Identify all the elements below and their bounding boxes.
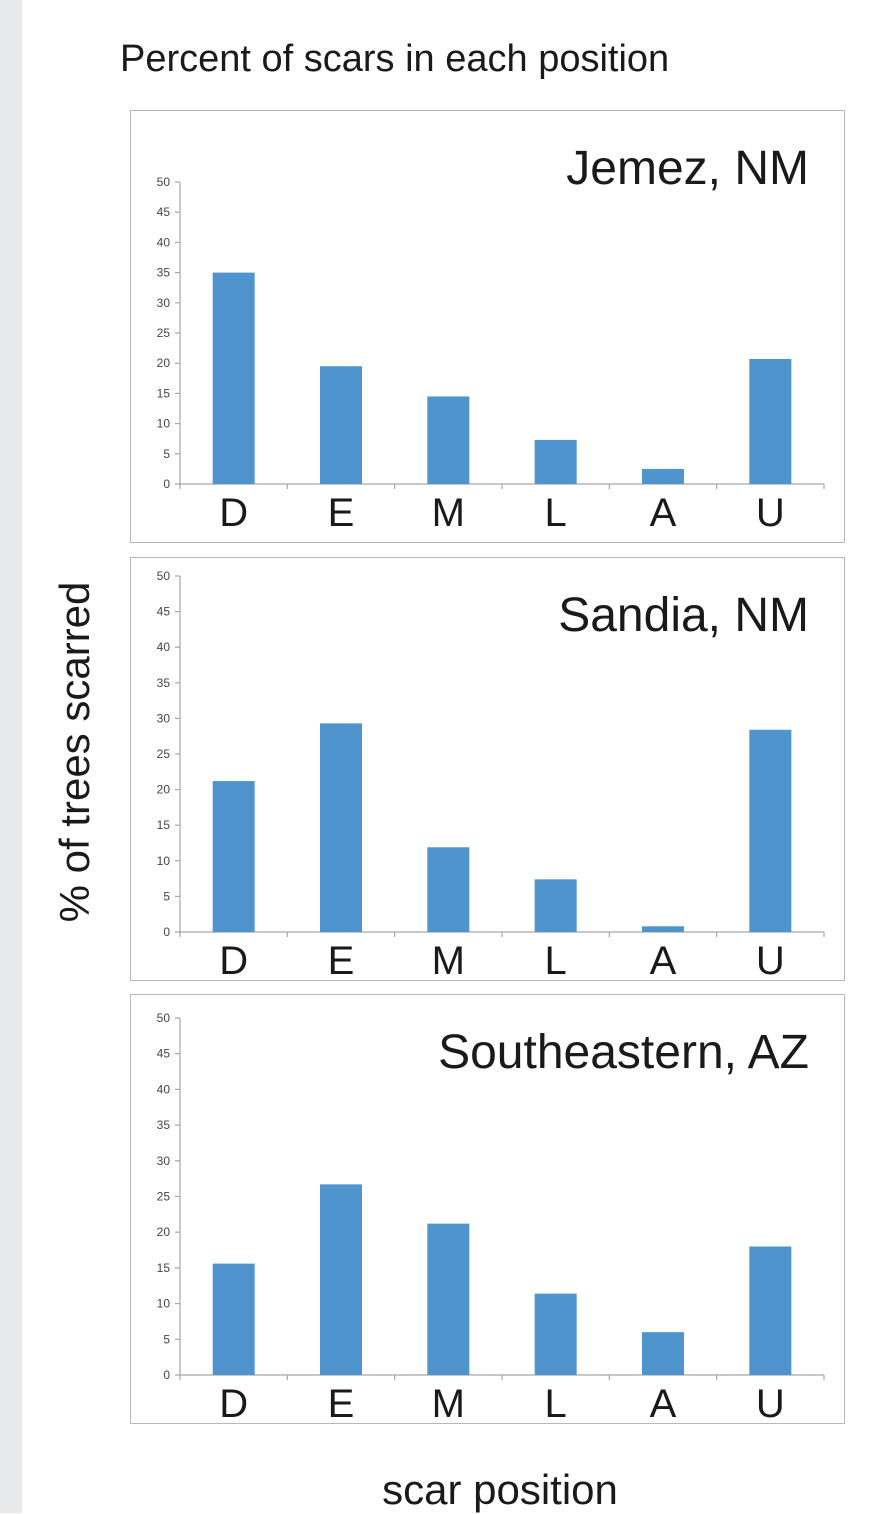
- bar-jemez-a: [642, 468, 684, 484]
- y-tick-label: 30: [157, 711, 171, 725]
- panel-title-jemez: Jemez, NM: [566, 142, 809, 195]
- bar-jemez-d: [212, 272, 255, 484]
- x-category-label: A: [650, 939, 677, 983]
- chart-panel-jemez: 0 5 10 15 20 25 30 35 40 45 50 D E M L A U Jemez, NM: [130, 110, 845, 543]
- y-tick-label: 40: [157, 640, 171, 654]
- y-tick-label: 40: [157, 235, 171, 249]
- x-category-label: U: [756, 1382, 785, 1426]
- left-margin-strip: [0, 0, 22, 1513]
- bar-sandia-d: [212, 781, 255, 932]
- x-category-label: M: [432, 1382, 465, 1426]
- bar-jemez-e: [320, 366, 362, 484]
- bar-southeastern-m: [427, 1223, 470, 1375]
- y-tick-label: 35: [157, 676, 171, 690]
- bar-chart-jemez: 0 5 10 15 20 25 30 35 40 45 50 D E M L A U: [157, 175, 825, 535]
- bar-jemez-l: [534, 439, 577, 484]
- y-tick-label: 15: [157, 386, 171, 400]
- y-tick-label: 0: [163, 1368, 170, 1382]
- bar-chart-southeastern: 0 5 10 15 20 25 30 35 40 45 50 D E M L A U: [157, 1011, 825, 1426]
- y-tick-label: 50: [157, 1011, 171, 1025]
- y-tick-label: 20: [157, 783, 171, 797]
- chart-panel-southeastern: 0 5 10 15 20 25 30 35 40 45 50 D E M L A U Southeastern,…: [130, 994, 845, 1426]
- chart-panel-sandia: 0 5 10 15 20 25 30 35 40 45 50 D E M L A U Sandia, NM: [130, 557, 845, 983]
- y-tick-label: 10: [157, 417, 171, 431]
- y-tick-label: 20: [157, 356, 171, 370]
- y-tick-label: 35: [157, 266, 171, 280]
- y-tick-label: 35: [157, 1118, 171, 1132]
- x-category-label: D: [219, 939, 248, 983]
- bar-southeastern-a: [642, 1332, 684, 1375]
- x-category-label: M: [432, 491, 465, 535]
- y-tick-label: 0: [163, 925, 170, 939]
- bar-jemez-u: [749, 358, 792, 484]
- panel-title-sandia: Sandia, NM: [558, 589, 809, 642]
- bar-southeastern-u: [749, 1246, 792, 1375]
- x-category-label: L: [545, 939, 567, 983]
- bar-sandia-u: [749, 729, 792, 932]
- x-category-label: D: [219, 491, 248, 535]
- x-category-label: L: [545, 491, 567, 535]
- bar-southeastern-l: [534, 1293, 577, 1375]
- x-category-label: E: [328, 491, 355, 535]
- y-axis-label: % of trees scarred: [51, 581, 98, 923]
- y-tick-label: 10: [157, 1297, 171, 1311]
- x-category-label: E: [328, 939, 355, 983]
- x-category-label: L: [545, 1382, 567, 1426]
- x-category-label: U: [756, 491, 785, 535]
- bar-sandia-a: [642, 926, 684, 932]
- bar-chart-sandia: 0 5 10 15 20 25 30 35 40 45 50 D E M L A U: [157, 569, 825, 983]
- x-category-label: A: [650, 1382, 677, 1426]
- x-category-label: E: [328, 1382, 355, 1426]
- y-tick-label: 15: [157, 818, 171, 832]
- y-tick-label: 5: [163, 889, 170, 903]
- figure-title: Percent of scars in each position: [120, 38, 670, 80]
- y-tick-label: 50: [157, 569, 171, 583]
- y-tick-label: 45: [157, 1047, 171, 1061]
- y-tick-label: 0: [163, 477, 170, 491]
- y-tick-label: 30: [157, 1154, 171, 1168]
- bar-southeastern-e: [320, 1184, 362, 1375]
- bar-southeastern-d: [212, 1263, 255, 1375]
- y-tick-label: 50: [157, 175, 171, 189]
- bar-jemez-m: [427, 396, 470, 484]
- y-tick-label: 20: [157, 1225, 171, 1239]
- y-tick-label: 5: [163, 1332, 170, 1346]
- y-tick-label: 15: [157, 1261, 171, 1275]
- y-tick-label: 45: [157, 605, 171, 619]
- y-tick-label: 25: [157, 326, 171, 340]
- bar-sandia-e: [320, 723, 362, 932]
- bar-sandia-m: [427, 847, 470, 932]
- panel-title-southeastern: Southeastern, AZ: [438, 1026, 809, 1079]
- y-tick-label: 10: [157, 854, 171, 868]
- y-tick-label: 40: [157, 1082, 171, 1096]
- y-tick-label: 45: [157, 205, 171, 219]
- x-category-label: M: [432, 939, 465, 983]
- bar-sandia-l: [534, 879, 577, 932]
- y-tick-label: 30: [157, 296, 171, 310]
- y-tick-label: 25: [157, 1190, 171, 1204]
- x-axis-label: scar position: [382, 1466, 618, 1513]
- y-tick-label: 5: [163, 447, 170, 461]
- x-category-label: U: [756, 939, 785, 983]
- x-category-label: D: [219, 1382, 248, 1426]
- x-category-label: A: [650, 491, 677, 535]
- y-tick-label: 25: [157, 747, 171, 761]
